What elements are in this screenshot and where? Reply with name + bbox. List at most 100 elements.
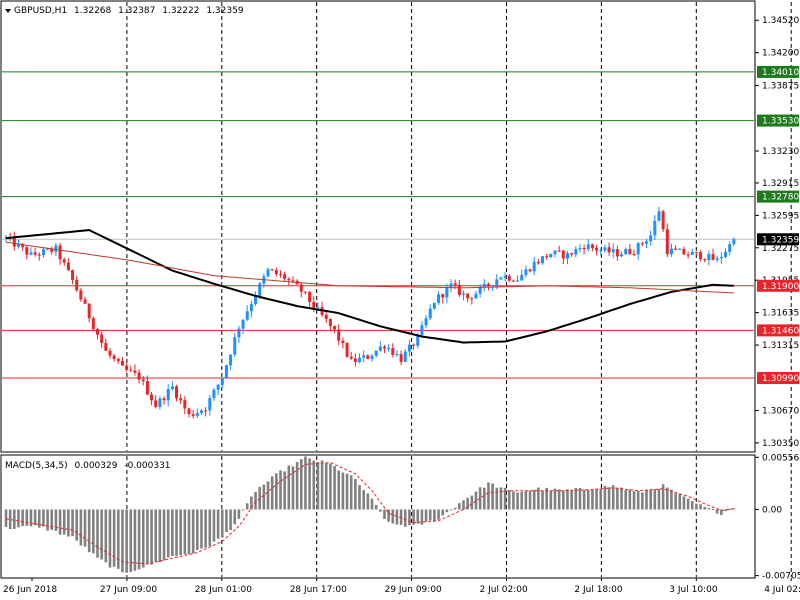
candle-bear — [116, 358, 120, 361]
macd-bar — [632, 491, 636, 510]
moving-averages — [5, 228, 734, 344]
candle-bull — [478, 286, 482, 294]
macd-bar — [287, 465, 291, 510]
candle-bull — [516, 280, 520, 282]
candle-bull — [41, 249, 45, 256]
price-tick-label: 1.32595 — [762, 211, 799, 221]
candle-bull — [449, 283, 453, 288]
macd-bar — [466, 497, 469, 510]
macd-signal-line — [5, 462, 734, 565]
candle-bull — [195, 412, 199, 416]
macd-bar — [299, 459, 303, 510]
time-tick-label: 29 Jun 09:00 — [385, 585, 442, 595]
candle-bear — [345, 342, 349, 357]
candle-bull — [657, 211, 661, 221]
macd-bar — [462, 500, 465, 510]
macd-bar — [13, 509, 16, 529]
macd-bar — [649, 489, 652, 510]
candle-bull — [358, 357, 362, 362]
candle-bear — [133, 370, 137, 373]
macd-bar — [50, 509, 54, 530]
candle-bear — [287, 278, 291, 281]
candle-bull — [624, 249, 628, 255]
macd-bar — [17, 509, 20, 528]
candle-bull — [258, 283, 262, 296]
dropdown-triangle-icon[interactable] — [5, 9, 11, 13]
level-label-box — [757, 372, 799, 385]
macd-bar — [324, 462, 328, 510]
candle-bear — [83, 299, 87, 304]
candle-bull — [503, 275, 507, 278]
macd-bar — [379, 509, 382, 512]
macd-bar — [474, 491, 478, 510]
macd-bar — [67, 509, 70, 537]
candle-bear — [187, 408, 191, 415]
macd-bar — [516, 492, 519, 510]
macd-bar — [96, 509, 99, 558]
macd-bar — [686, 498, 690, 510]
time-tick-label: 27 Jun 09:00 — [100, 585, 157, 595]
candle-bull — [437, 294, 441, 303]
macd-bar — [204, 509, 207, 548]
macd-bar — [453, 507, 457, 510]
candle-bear — [96, 329, 99, 335]
candle-bull — [224, 365, 228, 379]
price-tick-label: 1.31315 — [762, 341, 799, 351]
macd-bar — [62, 509, 66, 535]
candle-bull — [732, 239, 736, 245]
candle-bear — [337, 329, 341, 341]
candle-bear — [511, 280, 515, 282]
svg-text:MACD(5,34,5) 0.000329: MACD(5,34,5) 0.000329 -0.000331 — [5, 461, 171, 471]
candlesticks — [4, 206, 736, 419]
candle-bear — [91, 318, 95, 330]
macd-bar — [320, 460, 324, 510]
macd-bar — [557, 489, 561, 510]
time-tick-label: 28 Jun 01:00 — [195, 585, 252, 595]
candle-bear — [71, 270, 75, 281]
macd-bar — [433, 509, 436, 522]
macd-bar — [624, 490, 628, 510]
candle-bull — [407, 344, 411, 352]
macd-bar — [370, 498, 374, 510]
macd-bar — [137, 509, 141, 570]
macd-bar — [715, 509, 719, 514]
svg-text:GBPUSD,H1 1.32268: GBPUSD,H1 1.32268 1.32387 1.32222 1.3235… — [14, 6, 244, 16]
macd-bar — [158, 509, 162, 563]
macd-bar — [699, 504, 702, 510]
level-label-box — [757, 279, 799, 292]
candle-bear — [665, 229, 669, 255]
candle-bull — [245, 311, 249, 320]
macd-bar — [595, 489, 598, 510]
candle-bull — [649, 235, 653, 242]
macd-bar — [503, 487, 507, 510]
macd-bar — [345, 473, 349, 510]
candle-bear — [328, 318, 332, 326]
macd-bar — [254, 491, 257, 510]
price-tick-label: 1.34200 — [762, 49, 799, 59]
macd-bar — [71, 509, 74, 537]
candle-bear — [324, 314, 328, 319]
candle-bull — [524, 269, 528, 276]
level-label-text: 1.34010 — [762, 68, 799, 78]
candle-bull — [719, 256, 723, 259]
macd-bar — [270, 476, 274, 510]
candle-bull — [495, 279, 499, 286]
candle-bear — [570, 253, 574, 255]
macd-bar — [420, 509, 424, 525]
macd-bar — [237, 509, 241, 519]
macd-bar — [491, 483, 494, 510]
macd-axis: 0.005564 0.00 -0.007056 — [755, 453, 800, 582]
macd-bar — [333, 466, 336, 510]
candle-bear — [682, 249, 686, 255]
candle-bull — [549, 253, 553, 258]
candle-bear — [62, 259, 66, 263]
candle-bull — [237, 328, 241, 338]
macd-bar — [636, 490, 640, 510]
macd-bar — [616, 487, 619, 510]
macd-bar — [549, 490, 553, 510]
macd-bar — [175, 509, 178, 556]
candle-bear — [457, 284, 461, 295]
candle-bear — [129, 369, 133, 371]
macd-bar — [537, 487, 540, 510]
candle-bull — [16, 244, 20, 247]
